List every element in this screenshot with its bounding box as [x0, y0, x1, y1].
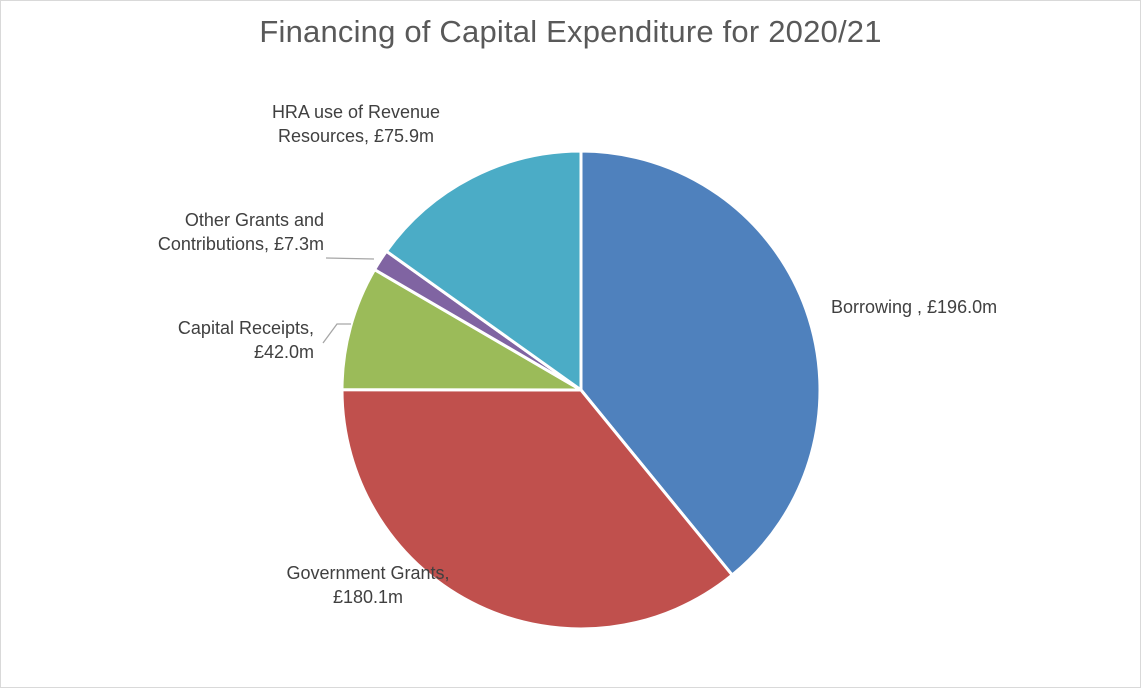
leader-line-capital-receipts: [322, 323, 351, 344]
slice-label-line: £42.0m: [254, 342, 314, 362]
pie-slices: [340, 149, 822, 631]
slice-labels: Borrowing , £196.0m Government Grants, £18…: [158, 102, 997, 607]
pie-slice-borrowing: [579, 149, 822, 577]
slice-label-line: Contributions, £7.3m: [158, 234, 324, 254]
slice-label-government-grants: Government Grants, £180.1m: [286, 563, 449, 607]
pie-slice-government-grants: [340, 388, 734, 631]
leader-line-other-grants-and-contributions: [325, 257, 375, 260]
slice-label-line: Resources, £75.9m: [278, 126, 434, 146]
slice-label-other-grants-and-contributions: Other Grants and Contributions, £7.3m: [158, 210, 324, 254]
leader-lines: [322, 257, 375, 344]
slice-label-line: Other Grants and: [185, 210, 324, 230]
slice-label-capital-receipts: Capital Receipts, £42.0m: [178, 318, 314, 362]
chart-title: Financing of Capital Expenditure for 202…: [259, 14, 882, 49]
slice-label-line: Capital Receipts,: [178, 318, 314, 338]
slice-label-line: Government Grants,: [286, 563, 449, 583]
slice-label-borrowing: Borrowing , £196.0m: [831, 297, 997, 317]
slice-label-line: £180.1m: [333, 587, 403, 607]
slice-label-hra-use-of-revenue-resources: HRA use of Revenue Resources, £75.9m: [272, 102, 440, 146]
pie-slice-capital-receipts: [340, 268, 583, 392]
slice-label-line: HRA use of Revenue: [272, 102, 440, 122]
pie-slice-hra-use-of-revenue-resources: [384, 149, 583, 392]
slice-label-line: Borrowing , £196.0m: [831, 297, 997, 317]
